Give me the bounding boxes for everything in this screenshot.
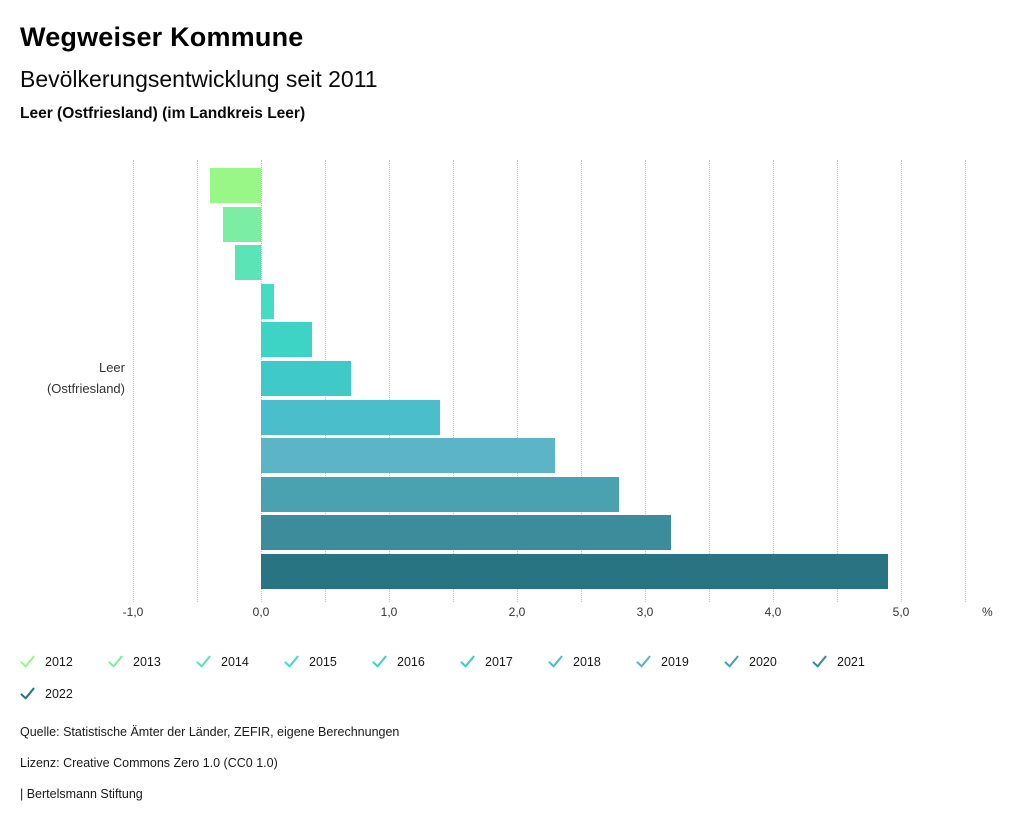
chart-footer: Quelle: Statistische Ämter der Länder, Z… (20, 724, 399, 817)
checkmark-icon (460, 655, 475, 668)
legend-item-label: 2019 (661, 654, 689, 669)
x-axis-tick-label: 0,0 (252, 605, 270, 619)
brand-text: | Bertelsmann Stiftung (20, 787, 143, 801)
y-axis-group-label: Leer (Ostfriesland) (0, 357, 125, 399)
legend-item-label: 2020 (749, 654, 777, 669)
x-axis-tick-label: 3,0 (636, 605, 654, 619)
checkmark-icon (724, 655, 739, 668)
legend-item-label: 2014 (221, 654, 249, 669)
page-title: Wegweiser Kommune (20, 22, 304, 52)
y-axis-group-label-line2: (Ostfriesland) (46, 381, 125, 396)
checkmark-icon (372, 655, 387, 668)
x-axis-tick-label: 2,0 (508, 605, 526, 619)
bar-2014[interactable] (235, 245, 261, 281)
chart-legend: 2012 2013 2014 2015 2016 2017 2018 2019 2020 2021… (0, 653, 940, 717)
x-axis-tick-label: 1,0 (380, 605, 398, 619)
legend-item-2013[interactable]: 2013 (108, 653, 196, 670)
license-text: Lizenz: Creative Commons Zero 1.0 (CC0 1… (20, 756, 278, 770)
legend-item-label: 2021 (837, 654, 865, 669)
checkmark-icon (548, 655, 563, 668)
gridline (645, 160, 646, 602)
gridline (709, 160, 710, 602)
legend-item-2020[interactable]: 2020 (724, 653, 812, 670)
gridline (965, 160, 966, 602)
x-axis-tick-label: -1,0 (122, 605, 144, 619)
legend-item-2017[interactable]: 2017 (460, 653, 548, 670)
bar-2018[interactable] (261, 399, 441, 435)
x-axis-tick-label: 4,0 (764, 605, 782, 619)
legend-item-2019[interactable]: 2019 (636, 653, 724, 670)
bar-2016[interactable] (261, 322, 313, 358)
x-axis-tick-label: 5,0 (892, 605, 910, 619)
y-axis-group-label-line1: Leer (98, 360, 125, 375)
checkmark-icon (284, 655, 299, 668)
gridline (133, 160, 134, 602)
bar-2022[interactable] (261, 554, 889, 589)
legend-item-label: 2017 (485, 654, 513, 669)
legend-item-2016[interactable]: 2016 (372, 653, 460, 670)
source-text: Quelle: Statistische Ämter der Länder, Z… (20, 725, 400, 739)
gridline (837, 160, 838, 602)
bar-2017[interactable] (261, 361, 351, 396)
checkmark-icon (812, 655, 827, 668)
gridline (581, 160, 582, 602)
checkmark-icon (108, 655, 123, 668)
bar-2020[interactable] (261, 476, 620, 512)
legend-item-2012[interactable]: 2012 (20, 653, 108, 670)
bar-2012[interactable] (209, 168, 261, 203)
legend-item-2021[interactable]: 2021 (812, 653, 900, 670)
gridline (517, 160, 518, 602)
legend-item-2018[interactable]: 2018 (548, 653, 636, 670)
legend-item-label: 2022 (45, 686, 73, 701)
bar-2015[interactable] (261, 283, 274, 319)
bar-2021[interactable] (261, 515, 671, 551)
legend-item-label: 2015 (309, 654, 337, 669)
checkmark-icon (196, 655, 211, 668)
checkmark-icon (20, 687, 35, 700)
gridline (453, 160, 454, 602)
legend-item-label: 2018 (573, 654, 601, 669)
checkmark-icon (20, 655, 35, 668)
bar-2013[interactable] (222, 206, 261, 242)
checkmark-icon (636, 655, 651, 668)
gridline (901, 160, 902, 602)
gridline (773, 160, 774, 602)
gridline (389, 160, 390, 602)
legend-item-label: 2013 (133, 654, 161, 669)
legend-item-label: 2016 (397, 654, 425, 669)
region-subtitle: Leer (Ostfriesland) (im Landkreis Leer) (20, 105, 306, 122)
legend-item-2014[interactable]: 2014 (196, 653, 284, 670)
legend-item-label: 2012 (45, 654, 73, 669)
legend-item-2022[interactable]: 2022 (20, 685, 108, 702)
bar-2019[interactable] (261, 438, 556, 474)
chart-title: Bevölkerungsentwicklung seit 2011 (20, 66, 378, 92)
gridline (197, 160, 198, 602)
bar-chart-plot-area (133, 160, 966, 602)
x-axis: % -1,0 0,0 1,0 2,0 3,0 4,0 5,0 (123, 605, 1013, 623)
x-axis-unit-label: % (982, 605, 993, 619)
legend-item-2015[interactable]: 2015 (284, 653, 372, 670)
